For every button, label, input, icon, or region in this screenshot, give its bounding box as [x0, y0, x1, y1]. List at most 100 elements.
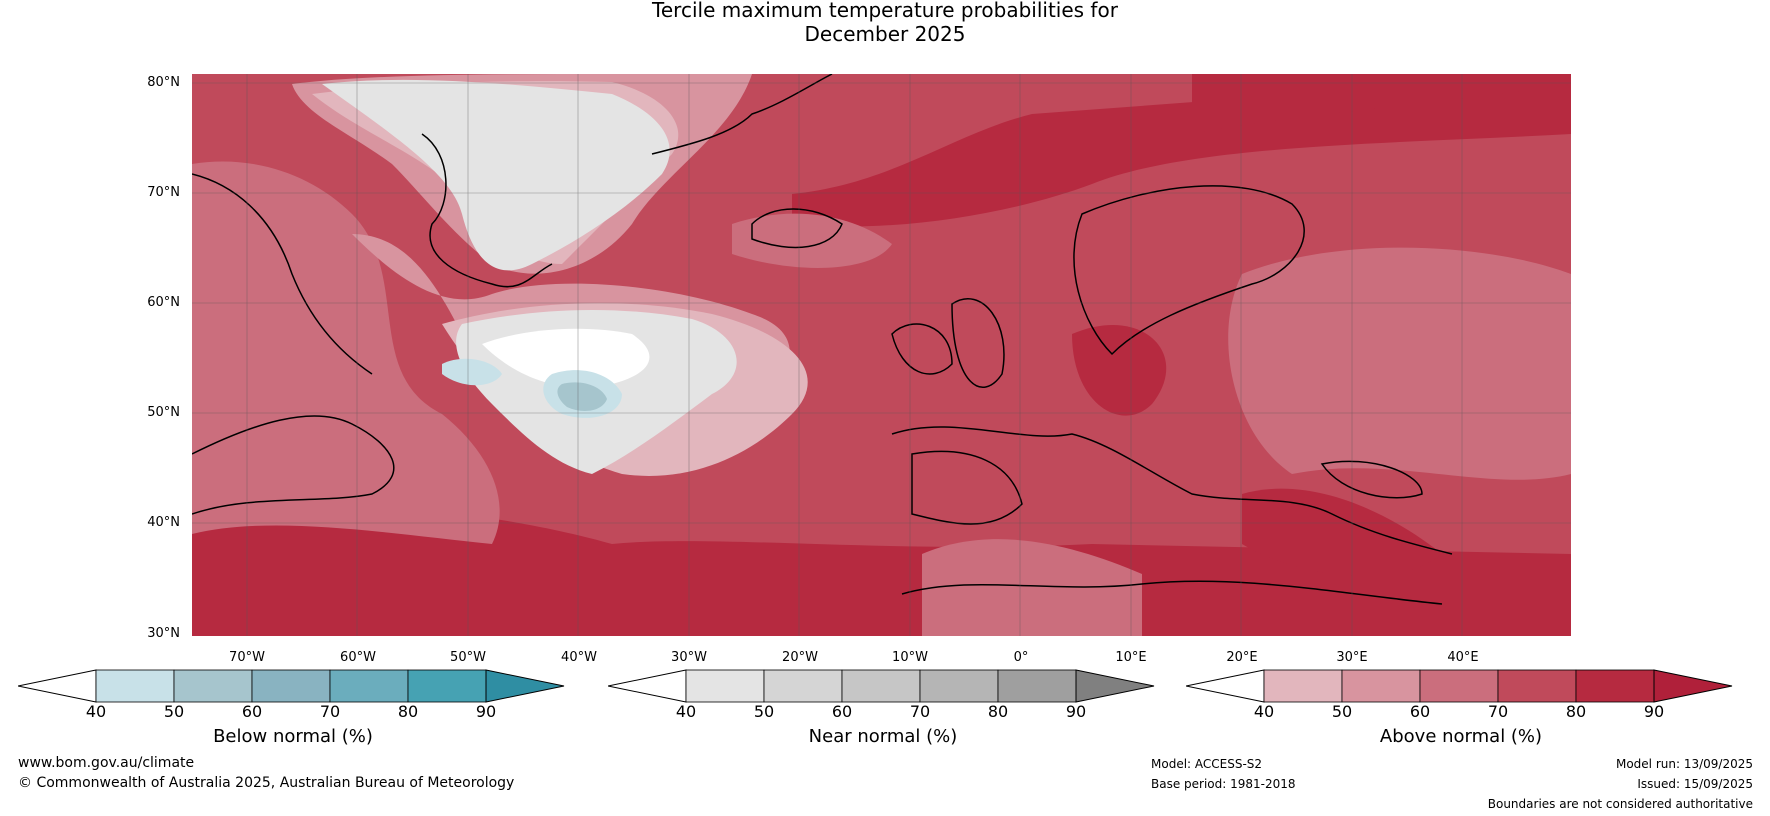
coast-iceland [751, 208, 843, 249]
colorbar-segment [997, 669, 1077, 703]
coast-black-sea [1320, 460, 1423, 499]
footer-disclaimer: Boundaries are not considered authoritat… [1487, 797, 1753, 811]
cbar-tick: 60 [241, 702, 263, 721]
region-arctic-darkred [1192, 74, 1571, 134]
cbar-tick: 40 [1253, 702, 1275, 721]
colorbar-segment [173, 669, 253, 703]
cbar-tick: 80 [987, 702, 1009, 721]
colorbar-segment [1575, 669, 1655, 703]
region-med-darkred [1242, 488, 1442, 577]
lon-label-30w: 30°W [671, 650, 707, 665]
coast-labrador [192, 173, 373, 375]
colorbar-segment [1263, 669, 1343, 703]
cbar-tick: 60 [1409, 702, 1431, 721]
colorbar-segment [95, 669, 175, 703]
colorbar-below-label: Below normal (%) [213, 726, 373, 747]
colorbar-low-extend [1185, 669, 1265, 703]
footer-model: Model: ACCESS-S2 [1151, 757, 1263, 771]
cbar-tick: 90 [1643, 702, 1665, 721]
cbar-tick: 40 [675, 702, 697, 721]
region-uk-darkred [1072, 324, 1167, 416]
lon-label-0: 0° [1013, 650, 1029, 665]
colorbar-segment [251, 669, 331, 703]
cbar-tick: 70 [909, 702, 931, 721]
footer-copyright: © Commonwealth of Australia 2025, Austra… [18, 775, 515, 791]
footer-model-run: Model run: 13/09/2025 [1615, 757, 1753, 771]
colorbar-segment [763, 669, 843, 703]
region-south-atlantic-darkred [192, 502, 1571, 636]
colorbar-segment [329, 669, 409, 703]
region-eastern-europe-medpink [1228, 247, 1571, 480]
probability-map [192, 74, 1571, 636]
region-north-sea-darkred [792, 74, 1571, 227]
colorbar-segment [1341, 669, 1421, 703]
region-below-normal-west [442, 358, 502, 386]
footer-base-period: Base period: 1981-2018 [1151, 777, 1296, 791]
chart-title: Tercile maximum temperature probabilitie… [0, 0, 1770, 46]
cbar-tick: 60 [831, 702, 853, 721]
lon-label-30e: 30°E [1336, 650, 1368, 665]
region-below-normal-inner [557, 382, 607, 411]
colorbar-low-extend [607, 669, 687, 703]
colorbar-above-normal: 40 50 60 70 80 90 Above normal (%) [1185, 668, 1736, 748]
footer-website: www.bom.gov.au/climate [18, 755, 195, 771]
colorbar-below-svg [17, 669, 565, 703]
region-greenland-near-normal [322, 79, 670, 271]
graticule [192, 74, 1571, 636]
lon-label-50w: 50°W [450, 650, 486, 665]
region-atlantic-white [482, 328, 650, 388]
colorbar-high-extend [485, 669, 565, 703]
cbar-tick: 90 [475, 702, 497, 721]
coast-great-britain [951, 298, 1005, 388]
colorbar-low-extend [17, 669, 97, 703]
lat-label-70n: 70°N [147, 185, 180, 200]
colorbar-segment [1497, 669, 1577, 703]
coast-nova-scotia [192, 415, 395, 515]
colorbar-segment [1419, 669, 1499, 703]
cbar-tick: 50 [163, 702, 185, 721]
colorbar-near-svg [607, 669, 1155, 703]
coast-north-africa [901, 580, 1443, 605]
lon-label-40w: 40°W [561, 650, 597, 665]
lon-label-60w: 60°W [340, 650, 376, 665]
colorbar-above-ticks: 40 50 60 70 80 90 [1186, 702, 1736, 722]
colorbar-segment [919, 669, 999, 703]
cbar-tick: 80 [1565, 702, 1587, 721]
coast-southern-europe [891, 426, 1453, 555]
coast-greenland-east [651, 74, 833, 155]
colorbar-near-label: Near normal (%) [808, 726, 958, 747]
colorbar-above-label: Above normal (%) [1379, 726, 1543, 747]
lon-label-40e: 40°E [1447, 650, 1479, 665]
lat-label-80n: 80°N [147, 75, 180, 90]
title-line-2: December 2025 [804, 22, 966, 46]
lon-label-10w: 10°W [892, 650, 928, 665]
cbar-tick: 90 [1065, 702, 1087, 721]
colorbar-segment [841, 669, 921, 703]
coast-ireland [891, 323, 953, 375]
colorbar-high-extend [1075, 669, 1155, 703]
lon-label-20w: 20°W [782, 650, 818, 665]
map-svg [192, 74, 1571, 636]
region-north-africa-medpink [922, 539, 1142, 636]
lat-label-50n: 50°N [147, 405, 180, 420]
lat-label-60n: 60°N [147, 295, 180, 310]
lon-label-70w: 70°W [229, 650, 265, 665]
coast-scandinavia [1073, 185, 1305, 356]
cbar-tick: 70 [319, 702, 341, 721]
colorbar-near-normal: 40 50 60 70 80 90 Near normal (%) [607, 668, 1158, 748]
footer-issued: Issued: 15/09/2025 [1637, 777, 1753, 791]
lon-label-10e: 10°E [1115, 650, 1147, 665]
lat-label-30n: 30°N [147, 626, 180, 641]
coastlines [192, 74, 1453, 605]
cbar-tick: 50 [1331, 702, 1353, 721]
cbar-tick: 50 [753, 702, 775, 721]
coast-greenland-west [421, 133, 553, 288]
colorbar-above-svg [1185, 669, 1733, 703]
coast-iberia [911, 450, 1023, 525]
region-iceland-medpink [732, 213, 892, 268]
colorbar-below-ticks: 40 50 60 70 80 90 [18, 702, 568, 722]
colorbar-segment [685, 669, 765, 703]
lat-label-40n: 40°N [147, 515, 180, 530]
cbar-tick: 40 [85, 702, 107, 721]
colorbar-near-ticks: 40 50 60 70 80 90 [608, 702, 1158, 722]
